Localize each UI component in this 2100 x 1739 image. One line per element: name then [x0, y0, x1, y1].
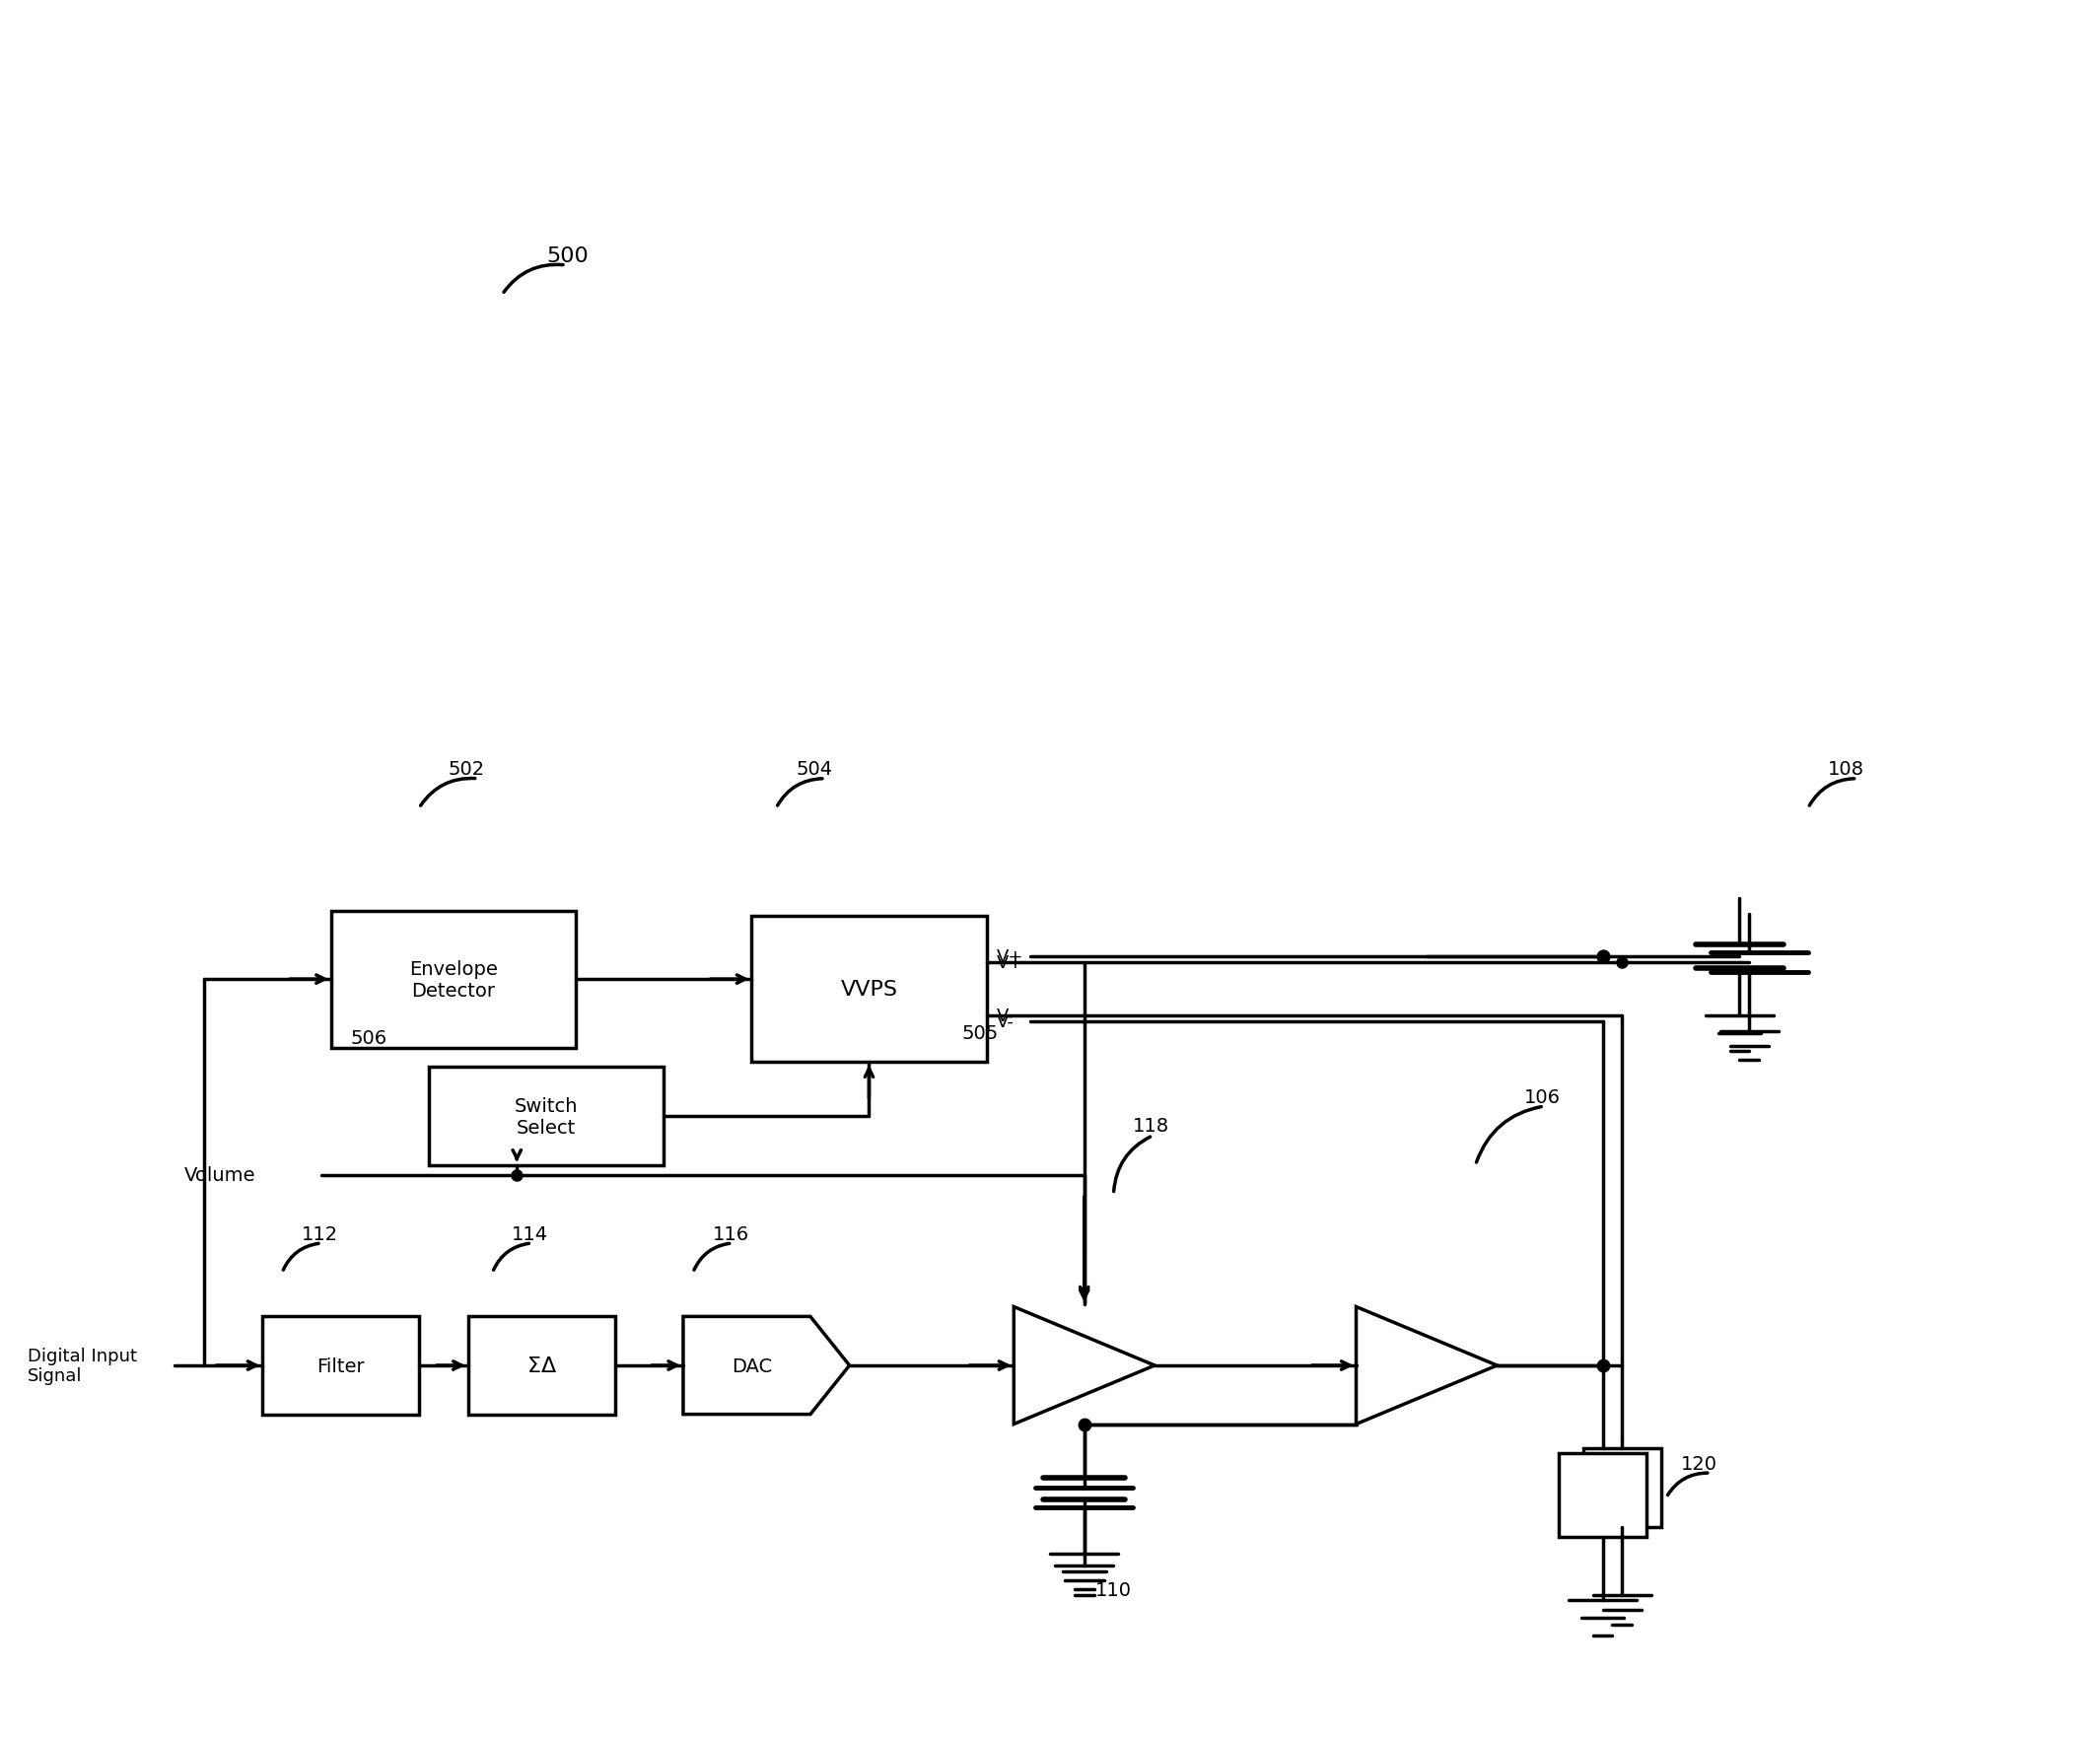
FancyBboxPatch shape	[468, 1316, 615, 1414]
Text: 106: 106	[1525, 1087, 1560, 1106]
Text: 110: 110	[1096, 1581, 1132, 1600]
FancyBboxPatch shape	[1558, 1454, 1646, 1537]
Text: 500: 500	[546, 247, 588, 266]
Text: VVPS: VVPS	[840, 979, 897, 1000]
Polygon shape	[1357, 1308, 1497, 1424]
FancyBboxPatch shape	[1583, 1449, 1661, 1527]
Text: DAC: DAC	[731, 1356, 773, 1376]
Text: V-: V-	[995, 1012, 1014, 1031]
Text: 504: 504	[796, 760, 832, 779]
FancyBboxPatch shape	[262, 1316, 420, 1414]
FancyBboxPatch shape	[332, 911, 575, 1049]
Text: Switch
Select: Switch Select	[514, 1096, 578, 1137]
Text: V+: V+	[995, 955, 1023, 972]
FancyBboxPatch shape	[428, 1068, 664, 1165]
Text: 112: 112	[302, 1224, 338, 1243]
Text: 120: 120	[1680, 1454, 1718, 1473]
Text: $\Sigma\Delta$: $\Sigma\Delta$	[525, 1356, 556, 1376]
Text: Volume: Volume	[185, 1165, 256, 1184]
Text: 118: 118	[1134, 1116, 1170, 1136]
Text: 505: 505	[962, 1024, 1000, 1043]
Text: 114: 114	[512, 1224, 548, 1243]
Text: 116: 116	[712, 1224, 750, 1243]
Text: 502: 502	[449, 760, 485, 779]
Text: V+: V+	[995, 948, 1023, 965]
Polygon shape	[682, 1316, 851, 1414]
Text: Digital Input
Signal: Digital Input Signal	[27, 1346, 136, 1384]
Text: Filter: Filter	[317, 1356, 365, 1376]
Text: 506: 506	[351, 1029, 386, 1047]
Text: Envelope
Detector: Envelope Detector	[410, 960, 498, 1000]
Polygon shape	[1014, 1308, 1155, 1424]
Text: V-: V-	[995, 1007, 1014, 1024]
Text: 108: 108	[1827, 760, 1865, 779]
FancyBboxPatch shape	[752, 916, 987, 1063]
